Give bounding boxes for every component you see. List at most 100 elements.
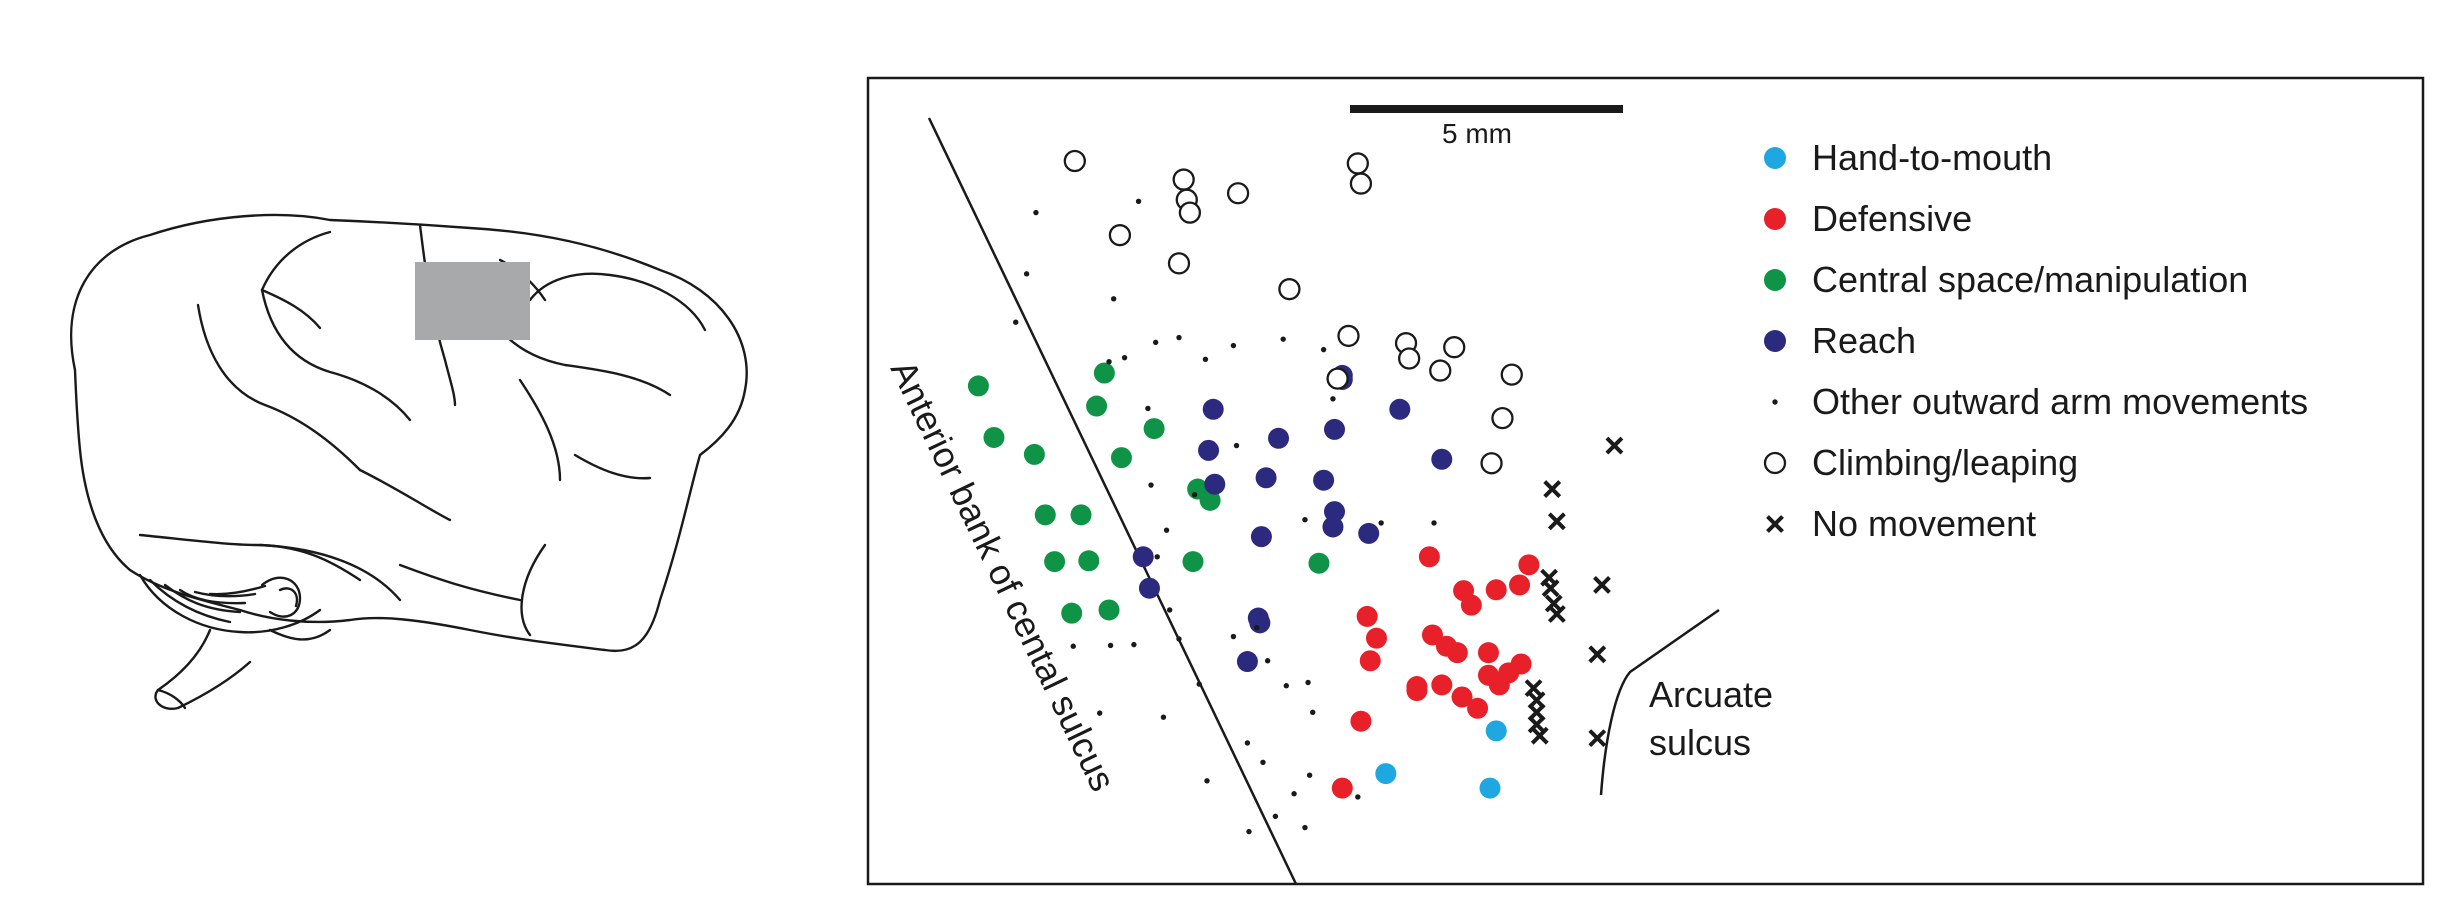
central-space-manipulation-point <box>1093 362 1115 384</box>
climbing-leaping-point <box>1500 363 1523 386</box>
reach-point <box>1202 398 1224 420</box>
other-outward-arm-movements-point <box>1121 354 1128 361</box>
central-space-manipulation-point <box>1044 551 1066 573</box>
other-outward-arm-movements-point <box>1176 636 1182 642</box>
climbing-leaping-point <box>1226 182 1250 205</box>
defensive-point <box>1509 574 1531 596</box>
other-outward-arm-movements-point <box>1110 296 1117 302</box>
other-outward-arm-movements-point <box>1330 396 1336 402</box>
other-outward-arm-movements-point <box>1283 683 1289 689</box>
reach-point <box>1268 427 1290 449</box>
central-space-manipulation-point <box>967 375 989 397</box>
other-outward-arm-movements-point <box>1191 492 1198 498</box>
legend-marker-central-space-manipulation <box>1764 269 1786 291</box>
defensive-point <box>1488 674 1510 696</box>
legend-label: Reach <box>1812 320 1916 361</box>
series-reach <box>1132 364 1453 673</box>
defensive-point <box>1359 650 1381 672</box>
series-no-movement <box>1524 436 1624 748</box>
legend-marker-reach <box>1764 330 1786 352</box>
other-outward-arm-movements-point <box>1145 405 1151 412</box>
defensive-point <box>1477 642 1499 664</box>
legend-label: No movement <box>1812 503 2036 544</box>
central-space-manipulation-point <box>1199 489 1221 511</box>
central-space-manipulation-point <box>1061 602 1083 624</box>
arcuate-label-line1: Arcuate <box>1649 674 1773 715</box>
other-outward-arm-movements-point <box>1230 633 1237 640</box>
legend-marker-no-movement <box>1766 515 1784 533</box>
map-frame <box>866 76 2425 886</box>
no-movement-point <box>1530 726 1549 745</box>
other-outward-arm-movements-point <box>1230 342 1237 349</box>
legend-item-hand-to-mouth: Hand-to-mouth <box>1764 137 2052 178</box>
no-movement-point <box>1588 729 1607 748</box>
other-outward-arm-movements-point <box>1310 709 1316 716</box>
arcuate-sulcus-line <box>1599 608 1720 796</box>
series-central-space-manipulation <box>967 362 1330 624</box>
legend-marker-defensive <box>1764 208 1786 230</box>
climbing-leaping-point <box>1167 252 1191 275</box>
central-space-manipulation-point <box>1110 447 1132 469</box>
defensive-point <box>1446 642 1468 664</box>
defensive-point <box>1331 777 1353 799</box>
no-movement-point <box>1541 579 1560 598</box>
legend-label: Hand-to-mouth <box>1812 137 2052 178</box>
central-sulcus-line <box>927 117 1298 885</box>
brain-illustration <box>70 213 748 710</box>
climbing-leaping-point <box>1443 336 1466 359</box>
defensive-point <box>1431 674 1453 696</box>
defensive-point <box>1418 546 1440 568</box>
climbing-leaping-point <box>1278 278 1301 301</box>
legend-label: Defensive <box>1812 198 1972 239</box>
other-outward-arm-movements-point <box>1202 356 1209 362</box>
other-outward-arm-movements-point <box>1244 740 1251 746</box>
reach-point <box>1322 516 1344 538</box>
climbing-leaping-point <box>1172 168 1195 191</box>
other-outward-arm-movements-point <box>1378 520 1384 526</box>
other-outward-arm-movements-point <box>1204 778 1210 784</box>
reach-point <box>1431 448 1453 470</box>
other-outward-arm-movements-point <box>1264 658 1271 664</box>
central-space-manipulation-point <box>1034 504 1056 526</box>
other-outward-arm-movements-point <box>1355 794 1361 800</box>
other-outward-arm-movements-point <box>1163 527 1170 533</box>
central-space-manipulation-point <box>1098 599 1120 621</box>
climbing-leaping-point <box>1326 367 1349 390</box>
series-defensive <box>1331 546 1540 799</box>
series-other-outward-arm-movements <box>1013 198 1437 835</box>
other-outward-arm-movements-point <box>1107 642 1114 649</box>
climbing-leaping-point <box>1108 224 1132 247</box>
climbing-leaping-point <box>1349 172 1373 195</box>
reach-point <box>1249 612 1271 634</box>
climbing-leaping-point <box>1480 452 1503 475</box>
other-outward-arm-movements-point <box>1431 520 1437 526</box>
climbing-leaping-point <box>1063 149 1086 173</box>
other-outward-arm-movements-point <box>1135 198 1142 205</box>
reach-point <box>1204 473 1226 495</box>
reach-point <box>1324 418 1345 440</box>
reach-point <box>1132 546 1154 568</box>
other-outward-arm-movements-point <box>1306 772 1313 778</box>
other-outward-arm-movements-point <box>1013 319 1019 325</box>
other-outward-arm-movements-point <box>1196 681 1202 687</box>
climbing-leaping-point <box>1346 152 1369 175</box>
reach-point <box>1236 651 1258 673</box>
other-outward-arm-movements-point <box>1033 209 1039 216</box>
scale-bar-label: 5 mm <box>1442 118 1512 149</box>
reach-point <box>1255 467 1277 489</box>
legend-marker-climbing-leaping <box>1763 451 1787 475</box>
other-outward-arm-movements-point <box>1148 482 1154 488</box>
legend-marker-hand-to-mouth <box>1764 147 1786 169</box>
other-outward-arm-movements-point <box>1302 516 1308 523</box>
central-space-manipulation-point <box>1143 418 1165 440</box>
reach-point <box>1358 522 1380 544</box>
other-outward-arm-movements-point <box>1260 759 1266 765</box>
other-outward-arm-movements-point <box>1254 624 1260 631</box>
defensive-point <box>1350 710 1372 732</box>
defensive-point <box>1518 554 1540 576</box>
other-outward-arm-movements-point <box>1096 710 1103 716</box>
map-data-points <box>967 149 1624 835</box>
recording-area-highlight <box>415 262 530 340</box>
other-outward-arm-movements-point <box>1302 824 1308 831</box>
